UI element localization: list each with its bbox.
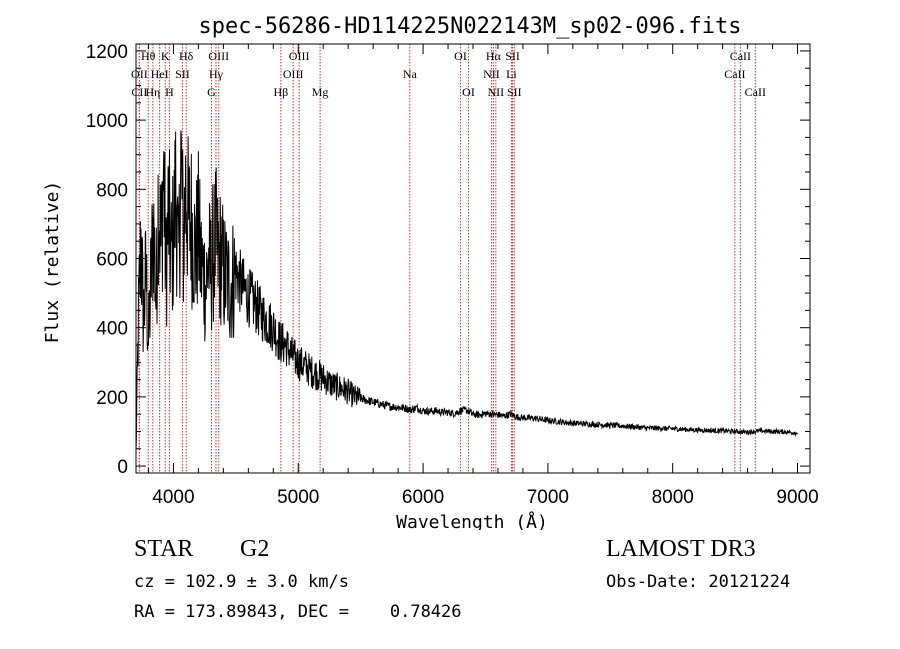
x-tick-label: 7000 bbox=[527, 487, 569, 508]
line-label-15: Mg bbox=[312, 85, 329, 99]
x-tick-label: 6000 bbox=[402, 487, 444, 508]
line-label-5: K bbox=[161, 49, 170, 63]
y-tick-label: 200 bbox=[96, 388, 128, 409]
line-label-4: HeI bbox=[151, 67, 169, 81]
x-tick-label: 9000 bbox=[776, 487, 818, 508]
line-label-21: NII bbox=[488, 85, 505, 99]
line-label-12: Hβ bbox=[274, 85, 289, 99]
line-label-14: OIII bbox=[289, 49, 310, 63]
y-tick-label: 600 bbox=[96, 250, 128, 271]
x-tick-label: 8000 bbox=[652, 487, 694, 508]
y-tick-label: 1200 bbox=[86, 42, 128, 63]
plot-frame bbox=[135, 43, 811, 474]
x-axis: 4000 5000 6000 7000 8000 9000 bbox=[147, 44, 819, 508]
spectrum-chart: spec-56286-HD114225N022143M_sp02-096.fit… bbox=[42, 14, 819, 530]
line-label-27: CaII bbox=[745, 85, 766, 99]
spectral-line-markers bbox=[138, 44, 756, 473]
y-tick-label: 400 bbox=[96, 319, 128, 340]
y-axis: 0 200 400 600 800 1000 1200 bbox=[86, 42, 810, 478]
line-label-6: H bbox=[165, 85, 174, 99]
line-label-10: Hγ bbox=[209, 67, 224, 81]
observation-date: Obs-Date: 20121224 bbox=[606, 572, 791, 592]
line-label-22: SII bbox=[505, 49, 520, 63]
spectrum-line bbox=[135, 130, 798, 451]
y-axis-label: Flux (relative) bbox=[42, 181, 63, 344]
spectral-line-labels: OIICIIHθHηHeIKHSIIHδGHγOIIIHβOIIIOIIIMgN… bbox=[131, 49, 766, 99]
x-axis-label: Wavelength (Å) bbox=[396, 511, 548, 530]
line-label-19: NII bbox=[483, 67, 500, 81]
line-label-7: SII bbox=[175, 67, 190, 81]
y-tick-label: 800 bbox=[96, 180, 128, 201]
redshift-velocity: cz = 102.9 ± 3.0 km/s bbox=[134, 572, 349, 592]
line-label-11: OIII bbox=[208, 49, 229, 63]
chart-title: spec-56286-HD114225N022143M_sp02-096.fit… bbox=[198, 14, 741, 39]
line-label-26: CaII bbox=[730, 49, 751, 63]
y-tick-label: 0 bbox=[117, 457, 128, 478]
x-tick-label: 5000 bbox=[277, 487, 319, 508]
line-label-3: Hη bbox=[145, 85, 160, 99]
line-label-13: OIII bbox=[283, 67, 304, 81]
line-label-9: G bbox=[207, 85, 216, 99]
coordinates: RA = 173.89843, DEC = 0.78426 bbox=[134, 602, 462, 622]
y-tick-label: 1000 bbox=[86, 111, 128, 132]
line-label-18: OI bbox=[462, 85, 475, 99]
survey-name: LAMOST DR3 bbox=[606, 536, 756, 562]
line-label-24: SII bbox=[507, 85, 522, 99]
line-label-20: Hα bbox=[486, 49, 502, 63]
line-label-16: Na bbox=[403, 67, 418, 81]
x-tick-label: 4000 bbox=[152, 487, 194, 508]
line-label-23: Li bbox=[506, 67, 517, 81]
line-label-17: OI bbox=[454, 49, 467, 63]
line-label-0: OII bbox=[131, 67, 148, 81]
line-label-8: Hδ bbox=[179, 49, 194, 63]
line-label-2: Hθ bbox=[141, 49, 156, 63]
object-class: STAR bbox=[134, 536, 194, 562]
line-label-1: CII bbox=[131, 85, 147, 99]
line-label-25: CaII bbox=[724, 67, 745, 81]
object-subclass: G2 bbox=[240, 536, 270, 562]
